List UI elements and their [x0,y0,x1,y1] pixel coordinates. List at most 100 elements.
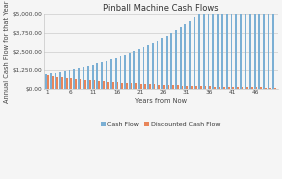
Legend: Cash Flow, Discounted Cash Flow: Cash Flow, Discounted Cash Flow [98,119,223,130]
Bar [255,87,257,89]
Bar [270,88,271,89]
Bar [231,0,232,89]
Bar [203,10,205,89]
Bar [73,69,75,89]
Bar [163,85,165,89]
Bar [259,0,260,89]
Bar [87,66,89,89]
Bar [50,73,52,89]
Bar [260,88,262,89]
Bar [98,81,100,89]
Bar [121,83,123,89]
Bar [47,75,49,89]
Bar [214,86,216,89]
Bar [152,43,154,89]
Bar [112,82,114,89]
Bar [198,14,200,89]
Bar [92,65,94,89]
Bar [246,87,248,89]
Bar [70,78,72,89]
Bar [177,85,179,89]
Bar [171,33,172,89]
Bar [59,72,61,89]
Bar [61,77,63,89]
Bar [89,80,91,89]
Bar [115,58,117,89]
Bar [242,87,243,89]
Bar [78,68,80,89]
Bar [244,0,246,89]
Bar [149,84,151,89]
Bar [226,0,228,89]
Bar [217,0,219,89]
Bar [208,6,209,89]
Bar [101,62,103,89]
Bar [107,82,109,89]
Bar [272,0,274,89]
Bar [52,76,54,89]
Bar [268,0,270,89]
Bar [55,72,56,89]
Bar [103,81,105,89]
Bar [189,21,191,89]
Bar [64,71,66,89]
X-axis label: Years from Now: Years from Now [135,98,187,103]
Bar [120,56,121,89]
Bar [205,86,206,89]
Bar [75,79,77,89]
Bar [251,87,253,89]
Bar [80,79,81,89]
Bar [166,36,168,89]
Bar [83,67,84,89]
Bar [158,85,160,89]
Bar [237,87,239,89]
Bar [135,83,137,89]
Bar [240,0,242,89]
Bar [157,41,158,89]
Bar [172,85,174,89]
Bar [144,84,146,89]
Bar [56,77,58,89]
Bar [274,88,276,89]
Bar [219,87,220,89]
Bar [232,87,234,89]
Bar [106,61,107,89]
Bar [195,86,197,89]
Bar [200,86,202,89]
Bar [96,63,98,89]
Bar [66,78,67,89]
Bar [131,83,132,89]
Bar [94,81,95,89]
Bar [223,87,225,89]
Bar [254,0,255,89]
Bar [140,84,142,89]
Bar [263,0,265,89]
Bar [154,84,155,89]
Title: Pinball Machine Cash Flows: Pinball Machine Cash Flows [103,4,219,13]
Bar [182,86,183,89]
Bar [175,30,177,89]
Bar [147,45,149,89]
Bar [186,86,188,89]
Bar [191,86,193,89]
Bar [235,0,237,89]
Bar [69,70,70,89]
Y-axis label: Annual Cash Flow for that Year: Annual Cash Flow for that Year [4,0,10,103]
Bar [168,85,169,89]
Bar [110,59,112,89]
Bar [184,24,186,89]
Bar [161,38,163,89]
Bar [124,55,126,89]
Bar [221,0,223,89]
Bar [212,2,214,89]
Bar [45,74,47,89]
Bar [228,87,230,89]
Bar [129,53,131,89]
Bar [180,27,182,89]
Bar [133,51,135,89]
Bar [194,18,195,89]
Bar [209,86,211,89]
Bar [84,80,86,89]
Bar [143,47,144,89]
Bar [117,82,118,89]
